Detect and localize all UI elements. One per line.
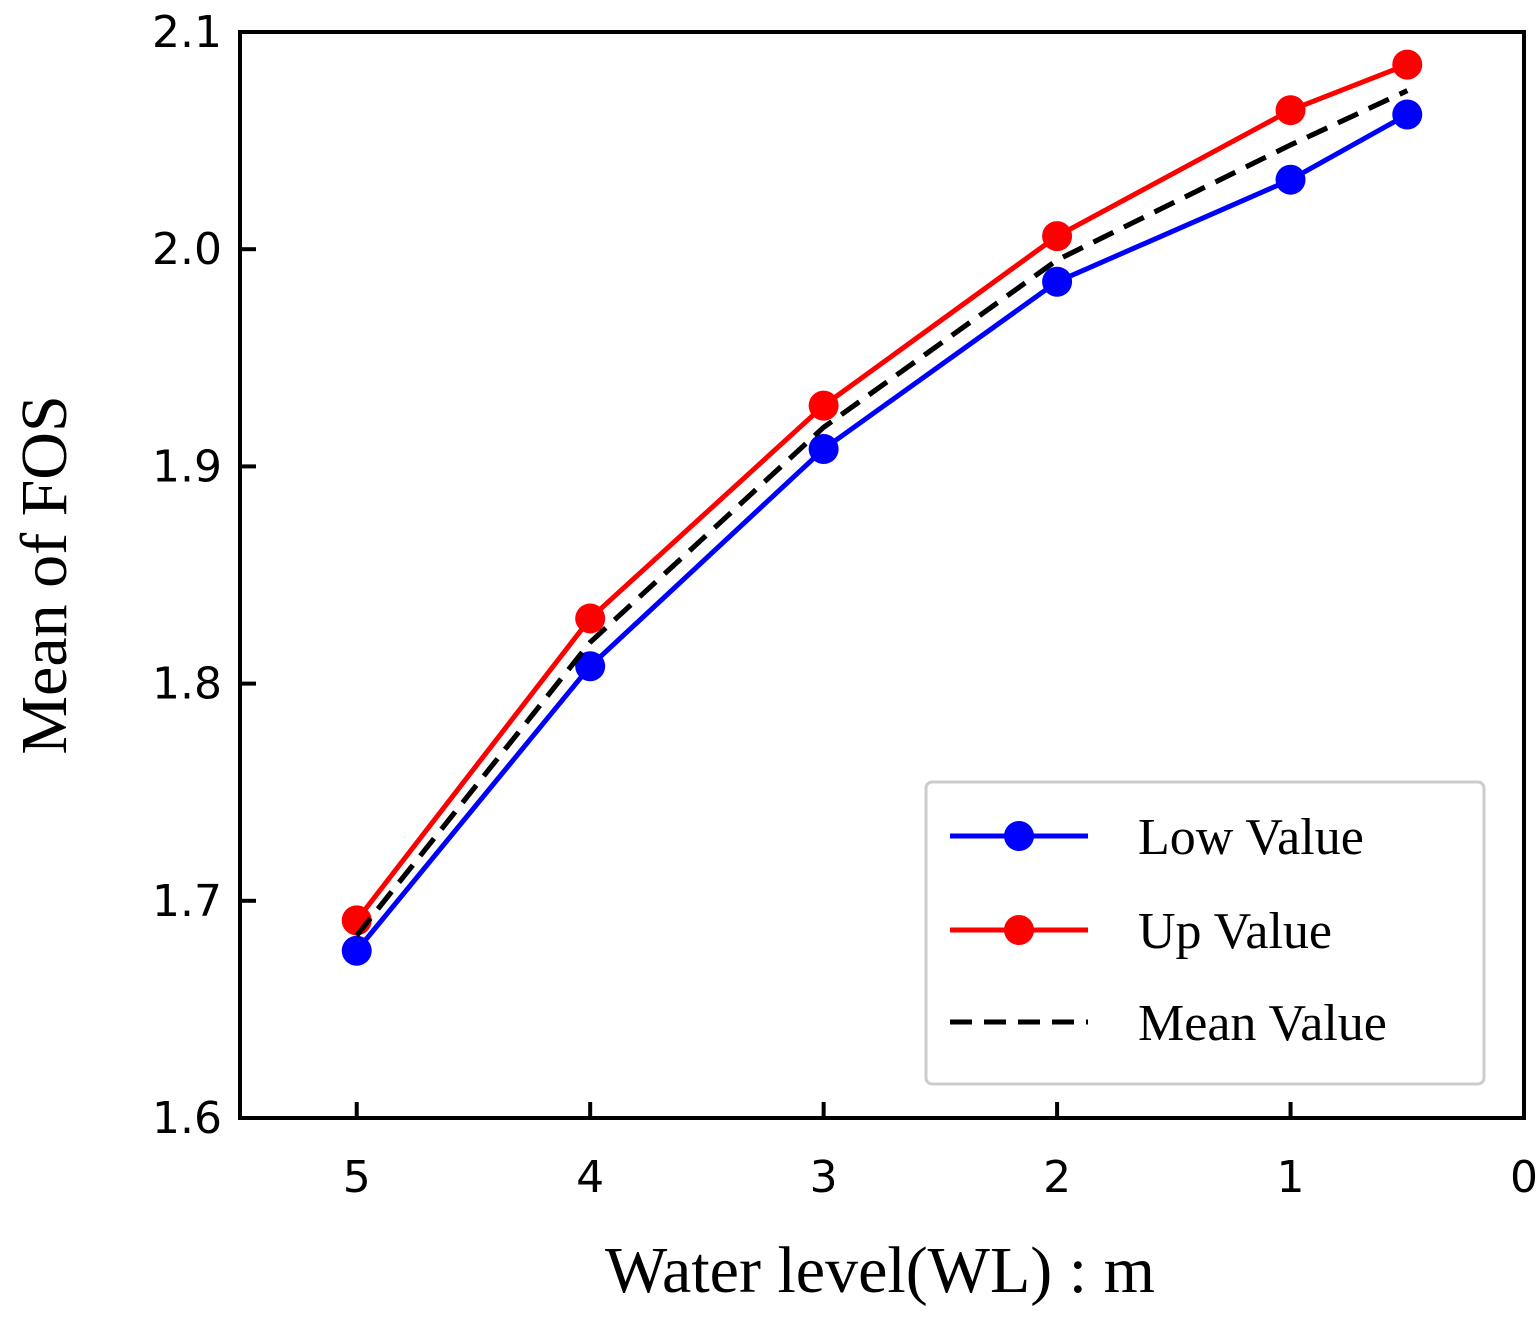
data-point-low-value bbox=[808, 434, 839, 465]
x-tick-label: 3 bbox=[810, 1152, 838, 1203]
legend-box bbox=[924, 780, 1486, 1086]
data-point-up-value bbox=[808, 390, 839, 421]
legend-label-mean-value: Mean Value bbox=[1138, 995, 1387, 1052]
data-point-low-value bbox=[1042, 266, 1073, 297]
data-point-low-value bbox=[1275, 164, 1306, 195]
data-point-low-value bbox=[1392, 99, 1423, 130]
legend-label-up-value: Up Value bbox=[1138, 903, 1332, 960]
x-tick-label: 0 bbox=[1510, 1152, 1538, 1203]
data-point-up-value bbox=[1042, 221, 1073, 252]
y-tick-label: 2.1 bbox=[152, 7, 222, 58]
x-tick-label: 2 bbox=[1043, 1152, 1071, 1203]
series-line-mean-value-overlay bbox=[354, 88, 1409, 938]
legend: Low Value Up Value Mean Value bbox=[924, 780, 1486, 1086]
legend-marker-low-value bbox=[1004, 821, 1034, 851]
plot-frame bbox=[238, 30, 1526, 1120]
y-axis-title: Mean of FOS bbox=[8, 395, 81, 754]
data-point-up-value bbox=[575, 603, 606, 634]
data-point-up-value bbox=[1275, 95, 1306, 126]
legend-label-low-value: Low Value bbox=[1138, 809, 1364, 866]
x-tick-label: 5 bbox=[343, 1152, 371, 1203]
x-axis-title: Water level(WL) : m bbox=[605, 1234, 1155, 1307]
series-line-low-value bbox=[354, 112, 1409, 953]
x-tick-label: 4 bbox=[576, 1152, 604, 1203]
y-tick-label: 1.8 bbox=[152, 659, 222, 710]
data-point-low-value bbox=[341, 935, 372, 966]
x-tick-label: 1 bbox=[1277, 1152, 1305, 1203]
y-tick-label: 1.9 bbox=[152, 441, 222, 492]
y-tick-label: 1.6 bbox=[152, 1093, 222, 1144]
data-point-low-value bbox=[575, 651, 606, 682]
y-tick-label: 1.7 bbox=[152, 876, 222, 927]
series-line-up-value bbox=[354, 62, 1409, 922]
y-tick-label: 2.0 bbox=[152, 224, 222, 275]
data-point-up-value bbox=[1392, 49, 1423, 80]
legend-marker-up-value bbox=[1004, 915, 1034, 945]
